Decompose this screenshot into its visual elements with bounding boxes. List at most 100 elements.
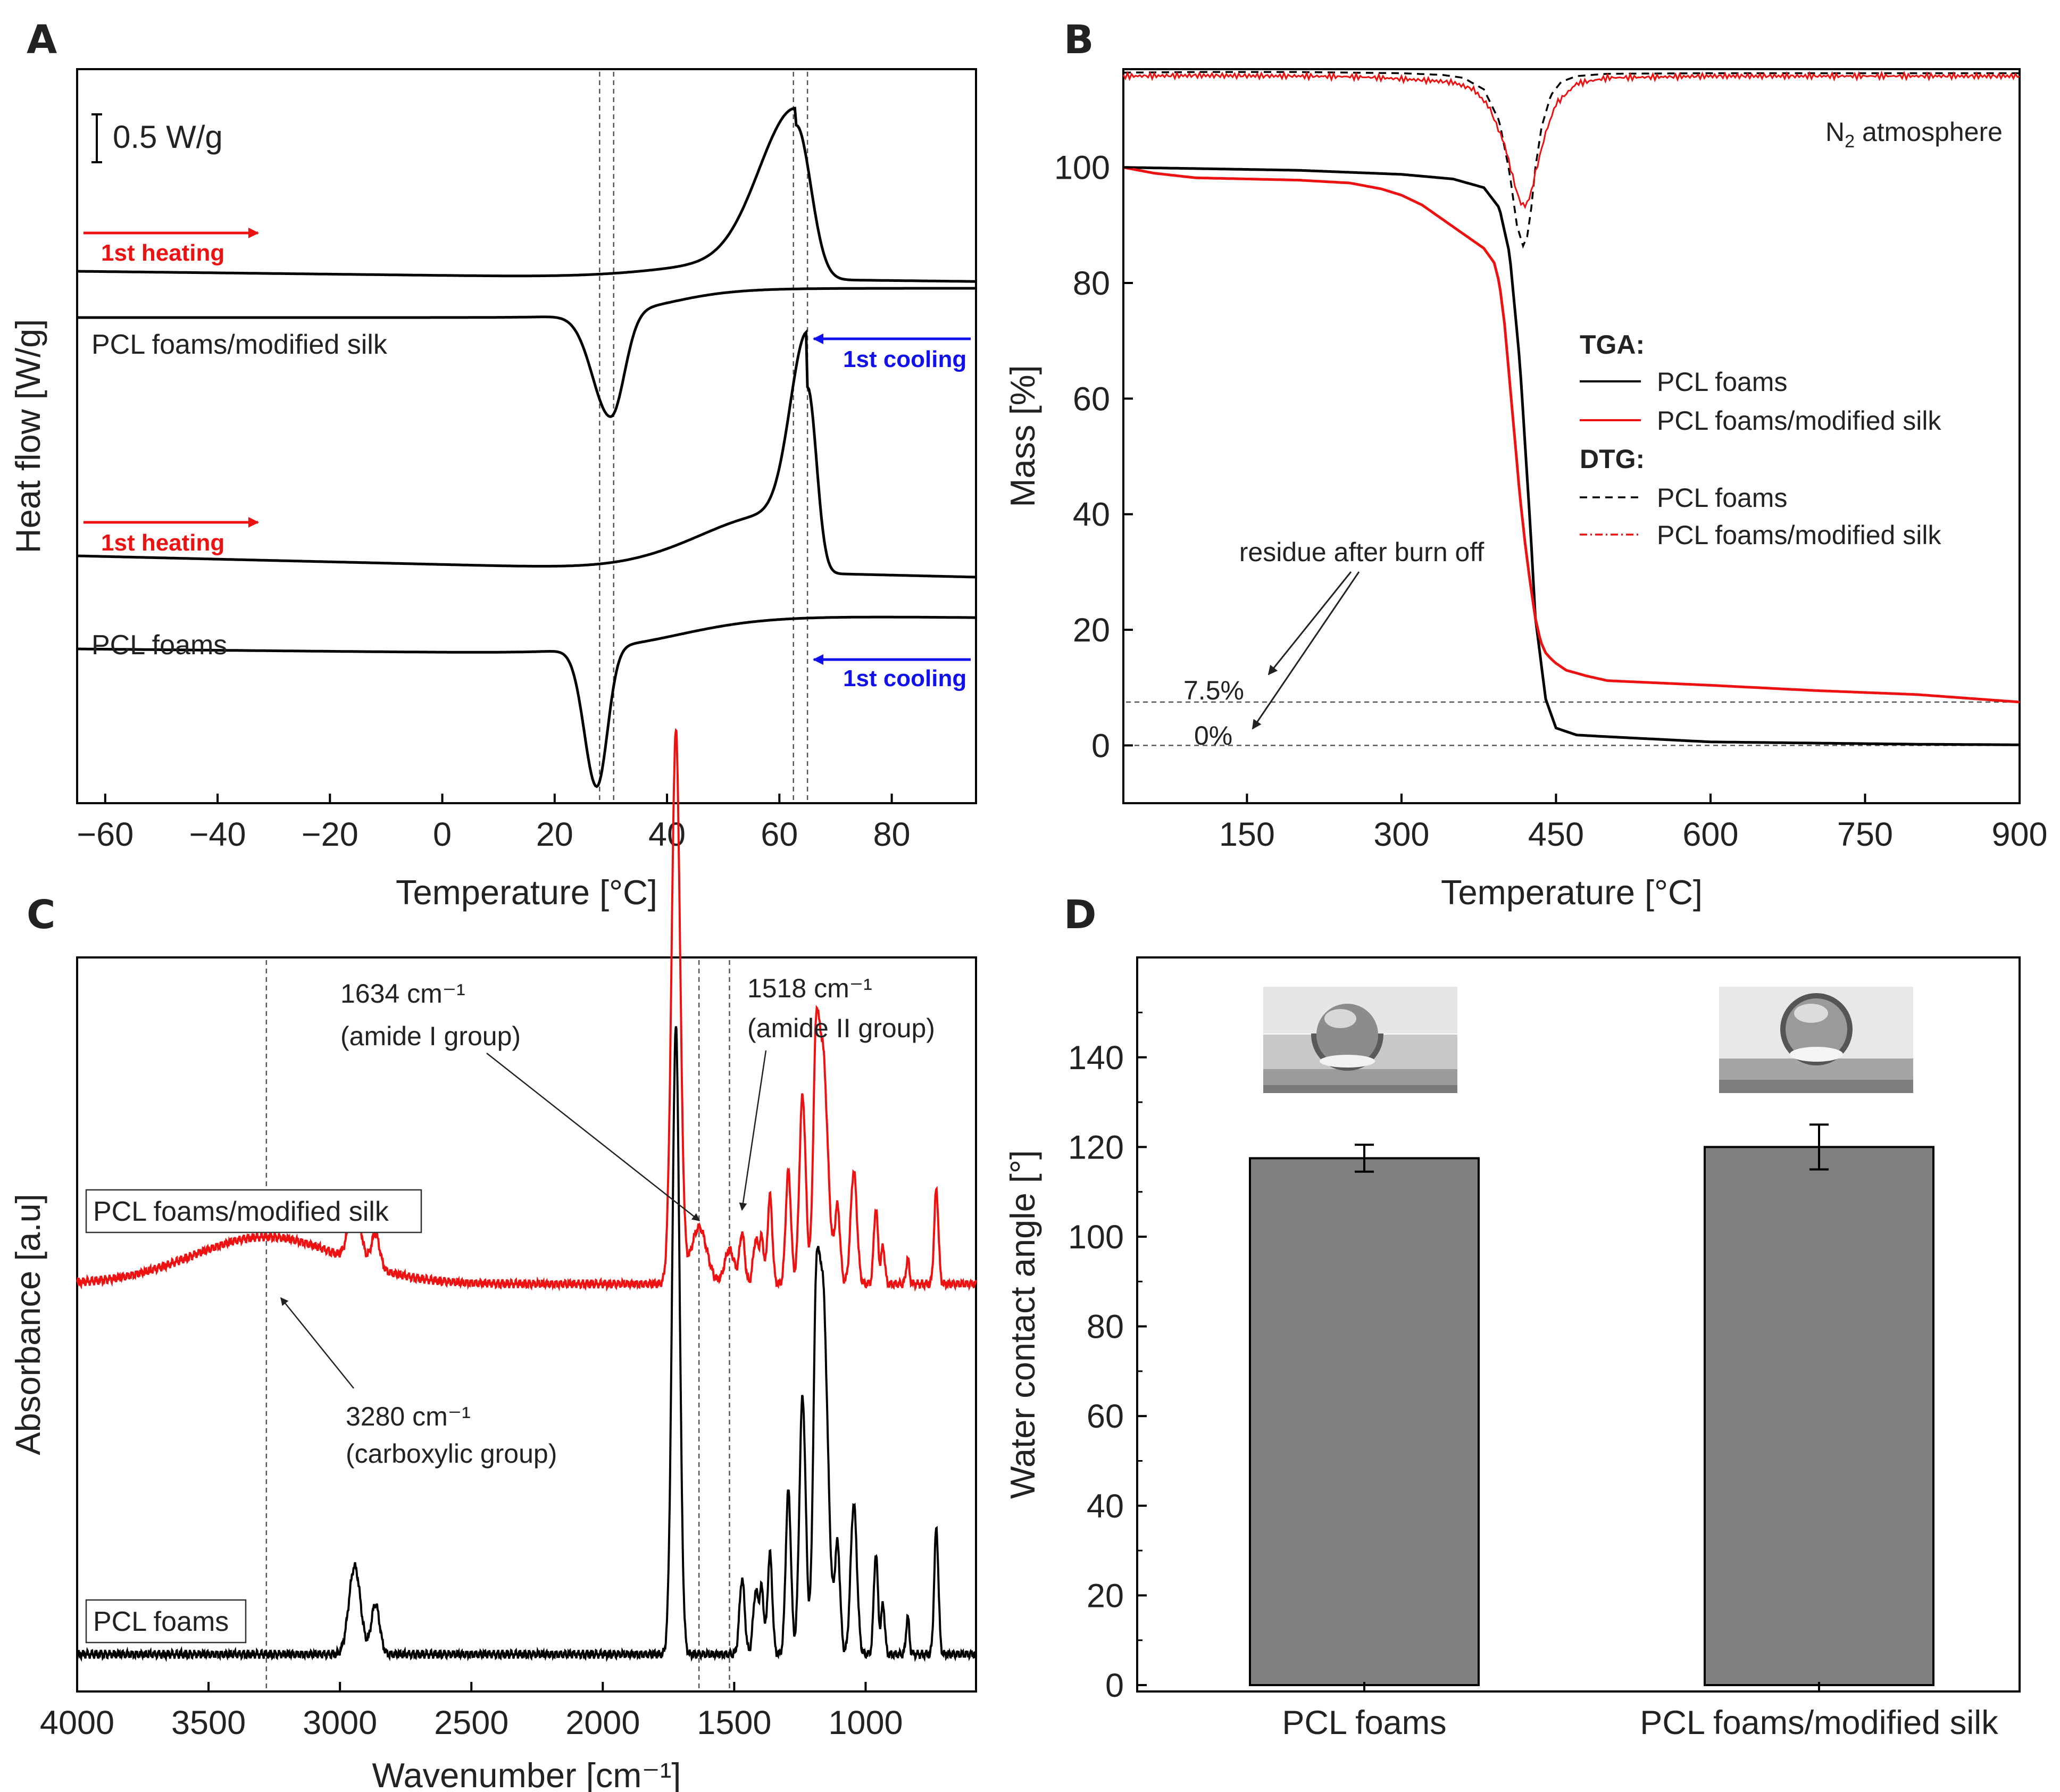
foams-spectrum <box>76 1026 977 1662</box>
d-ytick-label: 120 <box>1068 1129 1124 1166</box>
silk-spectrum-label: PCL foams/modified silk <box>93 1196 389 1227</box>
panel-b-ticks: 150 300 450 600 750 900 0 20 40 60 80 100 <box>1054 149 2048 853</box>
silk-heating-label: 1st heating <box>101 240 224 266</box>
a-xtick-label: −20 <box>302 816 358 853</box>
b-series-dtg-pcl-foams <box>1123 71 2020 249</box>
foams-cooling-curve <box>77 615 976 788</box>
panel-c-x-ticks: 4000 3500 3000 2500 2000 1500 1000 <box>40 1682 903 1741</box>
droplet-image-foams <box>1263 987 1457 1093</box>
ann-1634-group: (amide I group) <box>340 1021 521 1051</box>
d-ytick-label: 40 <box>1087 1488 1124 1525</box>
b-series-tga-pcl-foams <box>1123 166 2020 746</box>
panel-c-frame <box>76 956 977 1693</box>
panel-b-residue-lines <box>1126 701 2017 746</box>
d-ytick-label: 0 <box>1105 1667 1124 1704</box>
panel-b-frame <box>1122 68 2021 804</box>
b-xtick-label: 750 <box>1837 816 1893 853</box>
silk-series-label: PCL foams/modified silk <box>91 329 388 360</box>
d-ytick-label: 100 <box>1068 1219 1124 1256</box>
b-series-tga-pcl-foams-modified-silk <box>1123 166 2020 704</box>
panel-a-scale-label: 0.5 W/g <box>113 119 223 155</box>
residue-label-7-5: 7.5% <box>1183 676 1244 705</box>
a-xtick-label: 0 <box>433 816 452 853</box>
c-xtick-label: 3000 <box>303 1704 377 1741</box>
ann-1634: 1634 cm⁻¹ (amide I group) <box>340 979 700 1221</box>
panel-b-legend: TGA: PCL foams PCL foams/modified silk D… <box>1580 330 1941 550</box>
ann-1518-wavenumber: 1518 cm⁻¹ <box>747 973 872 1003</box>
legend-tga-title: TGA: <box>1580 330 1645 360</box>
c-xtick-label: 2500 <box>434 1704 508 1741</box>
legend-tga-foams: PCL foams <box>1657 367 1787 397</box>
panel-c-x-label: Wavenumber [cm⁻¹] <box>372 1756 681 1792</box>
b-ytick-label: 100 <box>1054 149 1110 187</box>
a-xtick-label: −60 <box>77 816 134 853</box>
a-xtick-label: 40 <box>648 816 686 853</box>
silk-cooling-label: 1st cooling <box>843 346 966 372</box>
droplet-image-silk <box>1719 987 1913 1093</box>
b-ytick-label: 60 <box>1073 380 1110 418</box>
panel-c-label: C <box>27 892 55 938</box>
panel-d-label: D <box>1064 892 1096 938</box>
d-ytick-label: 80 <box>1087 1308 1124 1346</box>
panel-d-bars: PCL foams PCL foams/modified silk <box>1249 1123 1998 1741</box>
silk-heating-curve <box>77 106 976 283</box>
a-xtick-label: −40 <box>189 816 246 853</box>
foams-heating-curve <box>77 329 977 579</box>
legend-dtg-foams: PCL foams <box>1657 483 1787 513</box>
b-xtick-label: 150 <box>1219 816 1275 853</box>
foams-cooling-label: 1st cooling <box>843 665 966 691</box>
c-xtick-label: 2000 <box>565 1704 640 1741</box>
panel-a-x-ticks: −60 −40 −20 0 20 40 60 80 <box>77 794 911 853</box>
panel-d-ticks: 0 20 40 60 80 100 120 140 <box>1068 1012 1147 1704</box>
legend-dtg-silk: PCL foams/modified silk <box>1657 520 1941 550</box>
b-ytick-label: 20 <box>1073 612 1110 649</box>
panel-a-y-label: Heat flow [W/g] <box>9 319 47 554</box>
panel-b-x-label: Temperature [°C] <box>1441 873 1703 912</box>
c-xtick-label: 1000 <box>828 1704 903 1741</box>
d-ytick-label: 20 <box>1087 1577 1124 1614</box>
ann-1634-wavenumber: 1634 cm⁻¹ <box>340 979 465 1008</box>
panel-c-ftir: C 4000 3500 3000 2500 2000 1500 1000 1634 cm⁻¹… <box>9 728 977 1792</box>
a-xtick-label: 20 <box>536 816 573 853</box>
legend-tga-silk: PCL foams/modified silk <box>1657 406 1941 436</box>
panel-d-frame <box>1136 956 2021 1693</box>
bar-pcl-foams <box>1249 1157 1480 1687</box>
panel-b-tga: B 150 300 450 600 750 900 0 20 40 60 80 100 N2 atmo… <box>1003 17 2048 912</box>
residue-arrow-7-5 <box>1267 571 1352 676</box>
d-ytick-label: 140 <box>1068 1039 1124 1077</box>
panel-a-frame <box>76 68 977 804</box>
panel-b-label: B <box>1064 17 1094 63</box>
residue-label-0: 0% <box>1194 721 1232 751</box>
b-series-dtg-pcl-foams-modified-silk <box>1122 70 2020 210</box>
ann-3280: 3280 cm⁻¹ (carboxylic group) <box>280 1297 557 1469</box>
panel-a-guide-lines <box>599 72 808 801</box>
c-xtick-label: 4000 <box>40 1704 114 1741</box>
a-xtick-label: 60 <box>761 816 798 853</box>
panel-a-scale-bar: 0.5 W/g <box>91 113 223 163</box>
panel-b-curves <box>1122 70 2020 746</box>
residue-annotation: residue after burn off <box>1239 537 1484 567</box>
panel-c-y-label: Absorbance [a.u] <box>9 1194 47 1455</box>
foams-spectrum-label: PCL foams <box>93 1606 229 1637</box>
d-category-label: PCL foams/modified silk <box>1640 1704 1998 1741</box>
atmosphere-label: N2 atmosphere <box>1825 117 2003 152</box>
b-xtick-label: 450 <box>1528 816 1584 853</box>
d-category-label: PCL foams <box>1282 1704 1446 1741</box>
b-ytick-label: 0 <box>1091 727 1110 764</box>
panel-a-x-label: Temperature [°C] <box>396 873 657 912</box>
panel-a-curves <box>77 106 977 788</box>
ann-1518: 1518 cm⁻¹ (amide II group) <box>739 973 935 1211</box>
panel-c-curves <box>76 728 977 1662</box>
foams-heating-label: 1st heating <box>101 530 224 556</box>
b-ytick-label: 80 <box>1073 265 1110 302</box>
residue-arrow-0 <box>1252 571 1360 730</box>
c-xtick-label: 3500 <box>171 1704 246 1741</box>
ann-3280-group: (carboxylic group) <box>346 1439 557 1469</box>
legend-dtg-title: DTG: <box>1580 444 1645 474</box>
foams-series-label: PCL foams <box>91 630 227 661</box>
silk-spectrum-label-box: PCL foams/modified silk <box>85 1189 422 1233</box>
bar-pcl-foams-modified-silk <box>1704 1146 1934 1686</box>
a-xtick-label: 80 <box>873 816 911 853</box>
ann-1518-group: (amide II group) <box>747 1013 935 1043</box>
